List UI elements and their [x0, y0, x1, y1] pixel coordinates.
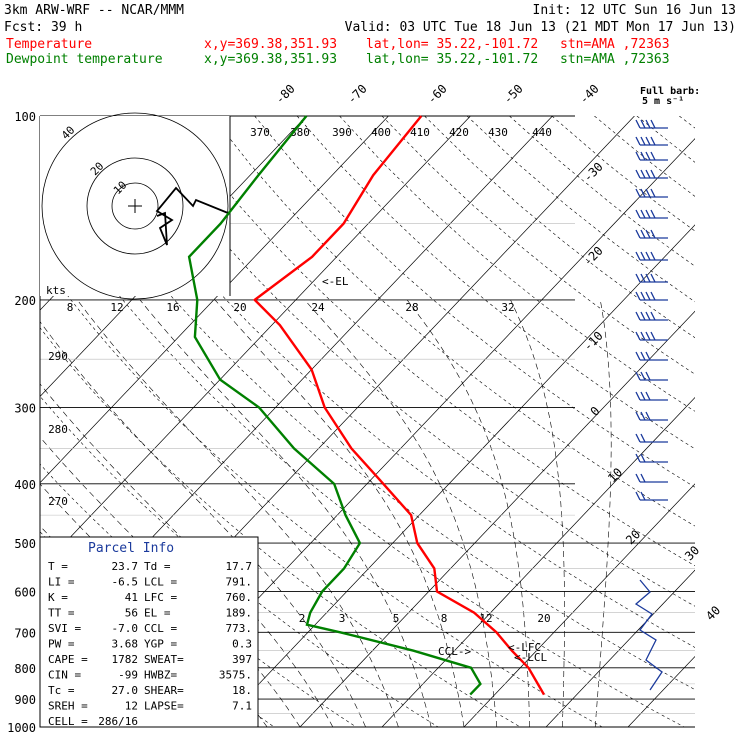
parcel-label: SHEAR= — [144, 684, 184, 697]
parcel-label: CIN = — [48, 669, 81, 682]
mixing-ratio-low-label: 2 — [299, 612, 306, 625]
dewpoint-latlon: lat,lon= 35.22,-101.72 — [366, 52, 538, 67]
theta-low-label: 290 — [48, 350, 68, 363]
pressure-label-100: 100 — [14, 110, 36, 124]
theta-low-label: 270 — [48, 495, 68, 508]
parcel-value: -7.0 — [112, 622, 139, 635]
parcel-label: K = — [48, 591, 68, 604]
dewpoint-station: stn=AMA ,72363 — [560, 52, 670, 67]
parcel-value: 18. — [232, 684, 252, 697]
parcel-value: 3575. — [219, 669, 252, 682]
parcel-value: 773. — [226, 622, 253, 635]
parcel-label: LAPSE= — [144, 700, 184, 713]
parcel-label: LI = — [48, 576, 75, 589]
parcel-value: 397 — [232, 653, 252, 666]
pressure-label-900: 900 — [14, 693, 36, 707]
dewpoint-xy: x,y=369.38,351.93 — [204, 52, 337, 67]
parcel-value: 286/16 — [98, 715, 138, 728]
parcel-label: SVI = — [48, 622, 81, 635]
parcel-value: 23.7 — [112, 560, 139, 573]
theta-label: 420 — [449, 126, 469, 139]
parcel-label: T = — [48, 560, 68, 573]
mixing-ratio-low-label: 3 — [339, 612, 346, 625]
parcel-value: 27.0 — [112, 684, 139, 697]
el-marker: <-EL — [322, 275, 349, 288]
theta-low-label: 280 — [48, 423, 68, 436]
theta-label: 440 — [532, 126, 552, 139]
mixing-ratio-label: 8 — [67, 301, 74, 314]
parcel-label: SREH = — [48, 700, 88, 713]
parcel-label: EL = — [144, 607, 171, 620]
barb-key-speed: 5 m s⁻¹ — [642, 96, 684, 107]
temperature-legend: Temperature — [6, 37, 92, 52]
mixing-ratio-label: 12 — [110, 301, 123, 314]
parcel-value: 1782 — [112, 653, 139, 666]
parcel-label: Tc = — [48, 684, 75, 697]
parcel-value: 189. — [226, 607, 253, 620]
dewpoint-legend: Dewpoint temperature — [6, 52, 163, 67]
temperature-latlon: lat,lon= 35.22,-101.72 — [366, 37, 538, 52]
parcel-value: 56 — [125, 607, 138, 620]
model-title: 3km ARW-WRF -- NCAR/MMM — [4, 3, 184, 18]
pressure-label-200: 200 — [14, 294, 36, 308]
mixing-ratio-low-label: 20 — [537, 612, 550, 625]
parcel-value: 7.1 — [232, 700, 252, 713]
mixing-ratio-label: 24 — [311, 301, 325, 314]
parcel-label: CAPE = — [48, 653, 88, 666]
parcel-label: Td = — [144, 560, 171, 573]
mixing-ratio-low-label: 5 — [393, 612, 400, 625]
parcel-label: CCL = — [144, 622, 177, 635]
pressure-label-800: 800 — [14, 662, 36, 676]
mixing-ratio-label: 28 — [405, 301, 418, 314]
pressure-label-700: 700 — [14, 626, 36, 640]
parcel-label: TT = — [48, 607, 75, 620]
pressure-label-600: 600 — [14, 585, 36, 599]
lcl-marker: <-LCL — [514, 651, 547, 664]
theta-label: 390 — [332, 126, 352, 139]
pressure-label-300: 300 — [14, 402, 36, 416]
parcel-value: 17.7 — [226, 560, 253, 573]
parcel-value: 0.3 — [232, 638, 252, 651]
parcel-value: 12 — [125, 700, 138, 713]
pressure-label-400: 400 — [14, 478, 36, 492]
mixing-ratio-label: 20 — [233, 301, 246, 314]
parcel-label: CELL = — [48, 715, 88, 728]
hodograph-units-label: kts — [46, 284, 66, 297]
mixing-ratio-label: 16 — [166, 301, 179, 314]
theta-label: 400 — [371, 126, 391, 139]
parcel-label: SWEAT= — [144, 653, 184, 666]
parcel-label: YGP = — [144, 638, 177, 651]
pressure-label-500: 500 — [14, 537, 36, 551]
parcel-value: 41 — [125, 591, 138, 604]
init-time: Init: 12 UTC Sun 16 Jun 13 — [533, 3, 737, 18]
forecast-hour: Fcst: 39 h — [4, 20, 82, 35]
parcel-label: HWBZ= — [144, 669, 177, 682]
parcel-value: -99 — [118, 669, 138, 682]
pressure-label-1000: 1000 — [7, 721, 36, 735]
parcel-label: PW = — [48, 638, 75, 651]
parcel-value: 791. — [226, 576, 253, 589]
theta-label: 370 — [250, 126, 270, 139]
mixing-ratio-low-label: 8 — [441, 612, 448, 625]
valid-time: Valid: 03 UTC Tue 18 Jun 13 (21 MDT Mon … — [345, 20, 736, 35]
temperature-xy: x,y=369.38,351.93 — [204, 37, 337, 52]
parcel-label: LFC = — [144, 591, 177, 604]
ccl-marker: CCL-> — [438, 645, 471, 658]
parcel-value: 760. — [226, 591, 253, 604]
theta-label: 430 — [488, 126, 508, 139]
parcel-info-title: Parcel Info — [88, 541, 174, 556]
parcel-value: 3.68 — [112, 638, 139, 651]
temperature-station: stn=AMA ,72363 — [560, 37, 670, 52]
mixing-ratio-label: 32 — [501, 301, 514, 314]
parcel-value: -6.5 — [112, 576, 139, 589]
parcel-label: LCL = — [144, 576, 177, 589]
